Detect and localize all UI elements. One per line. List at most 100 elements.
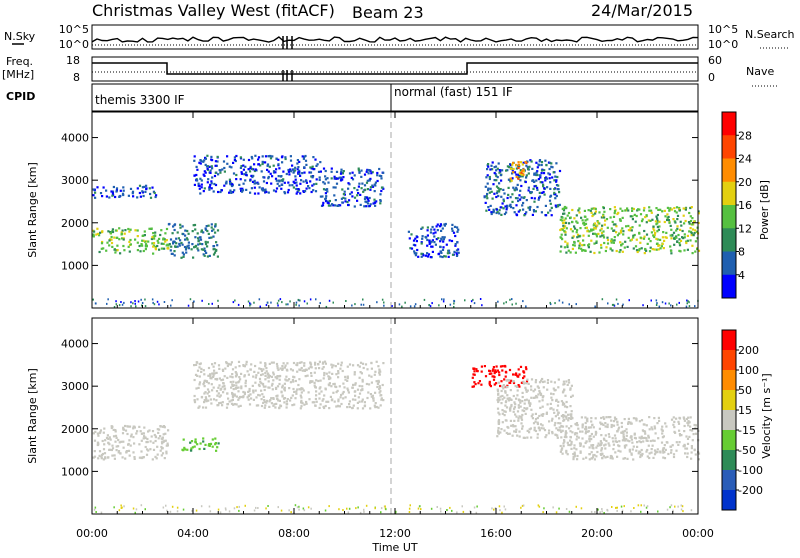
echo-cell	[521, 409, 524, 412]
echo-cell	[573, 444, 576, 447]
echo-cell	[181, 251, 184, 254]
echo-cell	[667, 219, 670, 222]
echo-cell	[232, 172, 236, 175]
echo-cell	[240, 171, 243, 174]
echo-cell	[101, 439, 104, 443]
echo-cell	[548, 199, 552, 202]
echo-cell	[98, 450, 102, 453]
echo-cell	[96, 232, 99, 235]
echo-cell	[635, 419, 638, 422]
echo-cell	[694, 229, 697, 232]
echo-cell	[277, 175, 280, 178]
echo-cell	[121, 456, 124, 459]
freq-tick-high: 18	[66, 54, 80, 67]
echo-cell	[163, 457, 166, 460]
echo-cell	[514, 425, 517, 428]
echo-cell	[679, 434, 682, 437]
echo-cell	[435, 225, 438, 228]
echo-cell	[593, 222, 597, 225]
echo-cell	[264, 362, 267, 365]
echo-cell	[277, 399, 280, 402]
echo-cell	[521, 395, 524, 399]
echo-cell	[508, 432, 511, 435]
echo-cell	[527, 186, 530, 189]
echo-cell	[141, 239, 144, 242]
echo-cell	[294, 166, 297, 169]
echo-cell	[234, 371, 237, 374]
echo-cell	[374, 204, 377, 207]
echo-cell	[151, 236, 154, 239]
echo-cell	[429, 231, 432, 234]
echo-cell	[249, 302, 251, 305]
echo-cell	[263, 399, 266, 402]
echo-cell	[296, 362, 299, 365]
echo-cell	[552, 506, 554, 509]
echo-cell	[412, 243, 415, 246]
echo-cell	[315, 178, 318, 181]
echo-cell	[633, 507, 635, 509]
echo-cell	[565, 415, 568, 419]
echo-cell	[455, 254, 459, 257]
echo-cell	[281, 365, 284, 368]
echo-cell	[215, 399, 218, 402]
echo-cell	[117, 450, 121, 453]
echo-cell	[248, 389, 251, 393]
echo-cell	[673, 210, 677, 213]
echo-cell	[663, 444, 666, 447]
echo-cell	[253, 179, 256, 182]
echo-cell	[506, 165, 509, 168]
echo-cell	[638, 232, 641, 235]
echo-cell	[202, 437, 205, 440]
echo-cell	[192, 256, 195, 259]
echo-cell	[153, 303, 156, 306]
echo-cell	[380, 177, 383, 180]
echo-cell	[271, 175, 274, 178]
echo-cell	[376, 171, 379, 175]
echo-cell	[521, 204, 524, 207]
echo-cell	[342, 193, 345, 196]
echo-cell	[697, 452, 701, 455]
echo-cell	[276, 367, 279, 370]
echo-cell	[309, 363, 313, 366]
echo-cell	[593, 232, 596, 235]
echo-cell	[171, 232, 174, 235]
echo-cell	[380, 394, 383, 397]
echo-cell	[126, 432, 129, 436]
echo-cell	[133, 425, 136, 428]
echo-cell	[360, 175, 363, 178]
echo-cell	[600, 434, 603, 437]
echo-cell	[525, 160, 529, 163]
echo-cell	[591, 214, 594, 218]
echo-cell	[316, 163, 319, 166]
echo-cell	[592, 232, 595, 235]
echo-cell	[321, 204, 325, 207]
echo-cell	[663, 220, 666, 224]
echo-cell	[485, 209, 488, 212]
echo-cell	[342, 509, 344, 511]
echo-cell	[306, 374, 309, 377]
echo-cell	[420, 508, 422, 511]
echo-cell	[265, 190, 268, 193]
echo-cell	[539, 181, 542, 184]
echo-cell	[326, 188, 329, 191]
echo-cell	[562, 212, 565, 215]
echo-cell	[272, 171, 276, 174]
echo-cell	[604, 447, 607, 450]
echo-cell	[498, 373, 501, 377]
echo-cell	[421, 237, 424, 240]
echo-cell	[257, 182, 260, 185]
echo-cell	[347, 511, 350, 514]
echo-cell	[501, 169, 504, 172]
echo-cell	[221, 378, 225, 381]
echo-cell	[154, 245, 157, 249]
echo-cell	[309, 381, 312, 384]
colorbar-swatch	[722, 135, 736, 159]
echo-cell	[155, 457, 158, 460]
echo-cell	[295, 303, 297, 306]
echo-cell	[534, 418, 538, 421]
echo-cell	[571, 394, 574, 397]
echo-cell	[685, 305, 688, 308]
echo-cell	[610, 419, 613, 422]
echo-cell	[257, 156, 261, 159]
echo-cell	[361, 407, 365, 410]
